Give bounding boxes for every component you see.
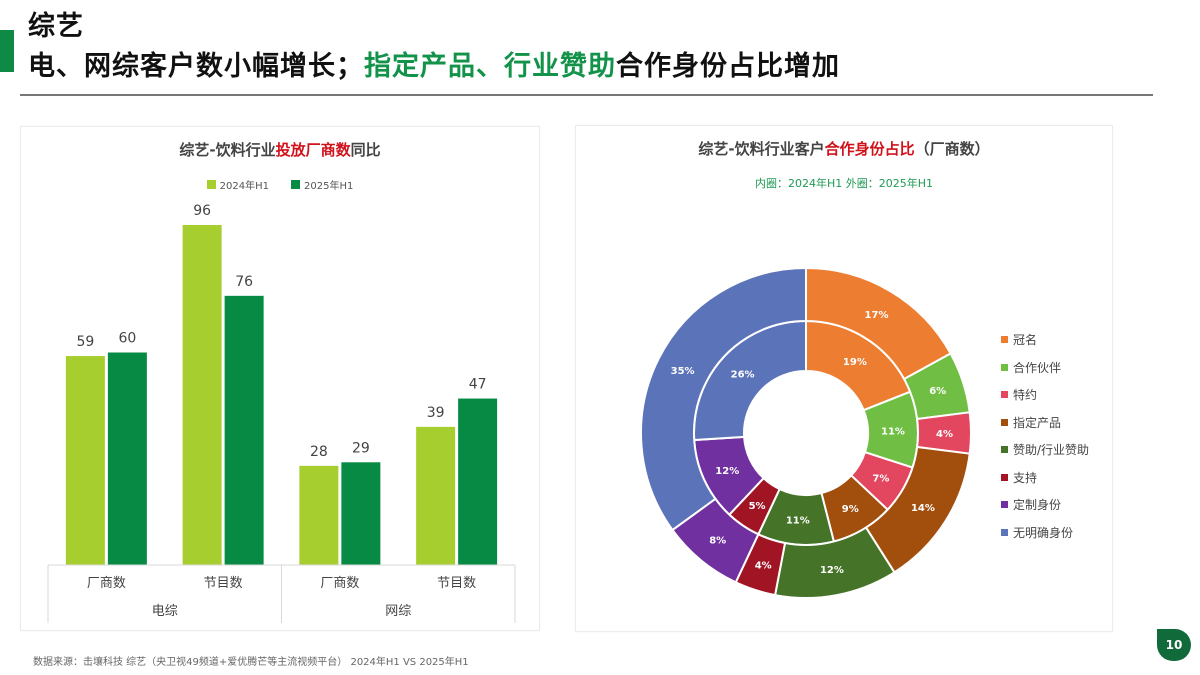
donut-value-label: 4% [755, 561, 772, 572]
bar-2025年H1-2 [341, 462, 381, 565]
page-number-badge: 10 [1157, 629, 1191, 661]
legend-item: 指定产品 [1001, 409, 1089, 437]
bar-value-label: 28 [310, 444, 328, 460]
bar-2025年H1-0 [107, 352, 147, 565]
legend-label: 合作伙伴 [1013, 360, 1062, 375]
bar-value-label: 39 [427, 405, 445, 421]
donut-chart-plot: 19% 11% 7% 9% 11% 5% 12% 26% 17% 6% 4% 14% 12% 4% 8% 35… [640, 266, 972, 599]
legend-label: 指定产品 [1013, 415, 1062, 430]
x-group-label: 网综 [385, 604, 411, 619]
bar-legend: 2024年H1 2025年H1 [21, 177, 539, 192]
legend-swatch [1001, 363, 1008, 371]
donut-value-label: 12% [715, 466, 739, 477]
legend-label: 冠名 [1013, 333, 1038, 348]
legend-swatch [1001, 336, 1008, 344]
donut-value-label: 11% [786, 516, 810, 527]
headline-highlight: 指定产品、行业赞助 [364, 51, 616, 82]
x-category-label: 厂商数 [87, 576, 126, 591]
bar-2024年H1-2 [299, 465, 339, 565]
donut-value-label: 35% [671, 366, 695, 377]
bar-value-label: 59 [76, 334, 94, 350]
title-divider [20, 94, 1153, 96]
bar-2025年H1-3 [458, 398, 498, 565]
donut-value-label: 19% [843, 357, 867, 368]
donut-title-suffix: （厂商数） [914, 140, 990, 158]
donut-title-prefix: 综艺-饮料行业客户 [698, 140, 825, 158]
x-group-label: 电综 [152, 604, 178, 619]
legend-item: 无明确身份 [1001, 519, 1089, 547]
donut-value-label: 12% [820, 565, 844, 576]
bar-2024年H1-3 [416, 426, 456, 565]
legend-item: 冠名 [1001, 326, 1089, 354]
donut-subtitle: 内圈：2024年H1 外圈：2025年H1 [754, 177, 934, 190]
donut-title-highlight: 合作身份占比 [824, 140, 915, 158]
section-title: 综艺 [28, 11, 84, 42]
donut-value-label: 14% [911, 503, 935, 514]
headline-part-3: 合作身份占比增加 [616, 51, 840, 82]
bar-chart-card: 综艺-饮料行业投放厂商数同比 2024年H1 2025年H1 59 60 厂商数 96… [20, 126, 540, 631]
legend-item-2024: 2024年H1 [206, 177, 269, 192]
bar-2024年H1-0 [65, 356, 105, 565]
bar-chart-title: 综艺-饮料行业投放厂商数同比 [21, 139, 539, 160]
donut-chart-title: 综艺-饮料行业客户合作身份占比（厂商数） [576, 138, 1112, 159]
legend-swatch-2024 [206, 180, 216, 189]
donut-value-label: 4% [936, 429, 953, 440]
page-headline: 电、网综客户数小幅增长；指定产品、行业赞助合作身份占比增加 [28, 44, 840, 83]
bar-title-highlight: 投放厂商数 [275, 141, 351, 159]
bar-2024年H1-1 [182, 225, 222, 565]
legend-swatch [1001, 391, 1008, 399]
bar-value-label: 76 [235, 274, 253, 290]
legend-swatch-2025 [291, 180, 300, 189]
legend-swatch [1001, 418, 1008, 426]
x-category-label: 厂商数 [320, 576, 359, 591]
legend-swatch [1001, 473, 1008, 481]
legend-item: 定制身份 [1001, 491, 1089, 519]
legend-swatch [1001, 528, 1008, 536]
donut-slice-outer-7 [640, 266, 807, 532]
donut-value-label: 26% [731, 369, 755, 380]
legend-label: 定制身份 [1013, 498, 1062, 513]
donut-value-label: 5% [749, 501, 766, 512]
bar-value-label: 47 [469, 377, 487, 393]
legend-item: 特约 [1001, 381, 1089, 409]
legend-label: 支持 [1013, 470, 1038, 485]
legend-item-2025: 2025年H1 [291, 177, 353, 192]
donut-value-label: 7% [872, 473, 889, 484]
legend-label-2025: 2025年H1 [304, 181, 354, 192]
donut-legend: 冠名合作伙伴特约指定产品赞助/行业赞助 支持定制身份无明确身份 [1001, 326, 1089, 546]
bar-value-label: 60 [118, 331, 136, 347]
donut-value-label: 8% [709, 536, 726, 547]
bar-value-label: 29 [352, 440, 370, 456]
legend-swatch [1001, 446, 1008, 454]
bar-title-prefix: 综艺-饮料行业 [179, 141, 276, 159]
legend-swatch [1001, 501, 1008, 509]
legend-item: 支持 [1001, 464, 1089, 492]
legend-label-2024: 2024年H1 [219, 181, 269, 192]
bar-2025年H1-1 [224, 295, 264, 565]
donut-value-label: 9% [842, 504, 859, 515]
donut-value-label: 11% [881, 426, 905, 437]
x-category-label: 节目数 [204, 576, 243, 591]
legend-item: 赞助/行业赞助 [1001, 436, 1089, 464]
donut-value-label: 6% [929, 386, 946, 397]
x-category-label: 节目数 [437, 576, 476, 591]
headline-part-1: 电、网综客户数小幅增长； [28, 51, 364, 82]
bar-title-suffix: 同比 [350, 141, 381, 159]
accent-bar [0, 30, 14, 72]
donut-value-label: 17% [865, 310, 889, 321]
legend-label: 无明确身份 [1013, 525, 1074, 540]
donut-chart-card: 综艺-饮料行业客户合作身份占比（厂商数） 内圈：2024年H1 外圈：2025年… [575, 125, 1113, 632]
bar-value-label: 96 [193, 203, 211, 219]
data-source-footnote: 数据来源：击壤科技 综艺（央卫视49频道+爱优腾芒等主流视频平台） 2024年H… [33, 657, 469, 668]
legend-label: 特约 [1013, 388, 1038, 403]
legend-item: 合作伙伴 [1001, 354, 1089, 382]
legend-label: 赞助/行业赞助 [1013, 443, 1090, 458]
